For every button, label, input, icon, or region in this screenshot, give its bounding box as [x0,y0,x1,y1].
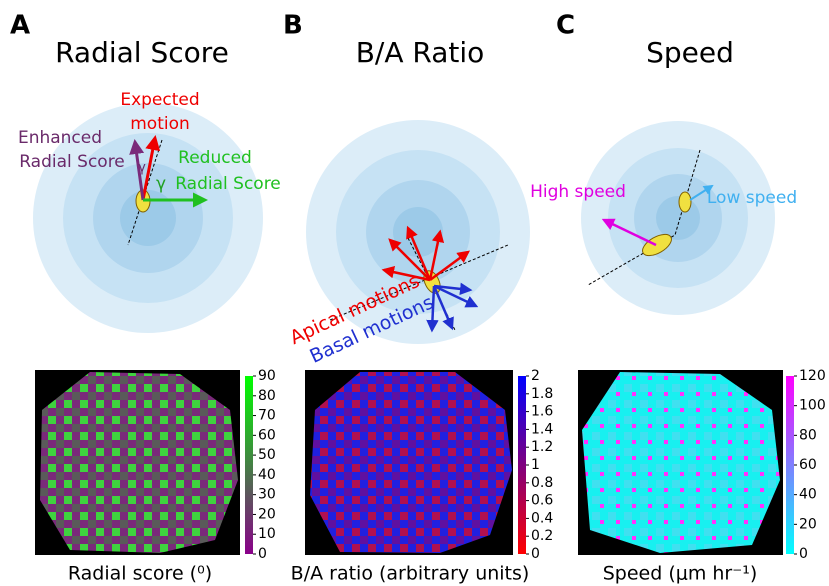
colorbar-tick-label: 1.8 [531,386,553,402]
colorbar-tick-label: 80 [799,427,817,443]
panel-label: B [283,11,303,41]
panel-title: B/A Ratio [356,36,485,69]
colorbar-tick-label: 1.4 [531,421,553,437]
colorbar-tick-label: 0.8 [531,475,553,491]
annotation: Radial Score [19,152,125,172]
annotation: γ [156,174,166,194]
annotation: Low speed [707,188,797,208]
colorbar-tick-label: 0.6 [531,493,553,509]
colorbar [786,376,794,554]
colorbar-tick-label: 120 [799,368,826,384]
annotation: Expected [120,90,199,110]
figure: A Radial Score Expected motion Enhanced … [0,0,829,586]
colorbar-tick-label: 30 [258,487,276,503]
annotation: Radial Score [175,174,281,194]
colorbar-tick-label: 100 [799,398,826,414]
colorbar [245,376,253,554]
axis-label: B/A ratio (arbitrary units) [291,563,530,585]
colorbar-tick-label: 0 [799,546,808,562]
heatmap [305,370,513,555]
colorbar-tick-label: 40 [258,467,276,483]
colorbar-tick-label: 60 [258,427,276,443]
axis-label: Radial score (⁰) [68,563,212,585]
heatmap [578,370,783,555]
colorbar-tick-label: 1.2 [531,439,553,455]
annotation: Reduced [178,148,252,168]
colorbar-tick-label: 40 [799,487,817,503]
colorbar-tick-label: 0 [258,546,267,562]
colorbar-tick-label: 20 [258,506,276,522]
colorbar-tick-label: 1 [531,457,540,473]
colorbar-tick-label: 70 [258,408,276,424]
colorbar-tick-label: 90 [258,368,276,384]
annotation: γ [138,161,146,176]
heatmap [35,370,240,555]
diagram [581,121,775,315]
colorbar-tick-label: 1.6 [531,404,553,420]
axis-label: Speed (μm hr⁻¹) [603,563,758,585]
colorbar-tick-label: 50 [258,447,276,463]
colorbar-tick-label: 20 [799,516,817,532]
colorbar-tick-label: 80 [258,388,276,404]
panel-label: A [10,11,30,41]
colorbar [518,376,526,554]
annotation: High speed [530,182,626,202]
colorbar-tick-label: 0 [531,546,540,562]
panel-label: C [556,11,575,41]
panel-title: Radial Score [55,36,229,69]
colorbar-tick-label: 0.2 [531,528,553,544]
colorbar-tick-label: 0.4 [531,510,553,526]
colorbar-tick-label: 10 [258,526,276,542]
panel-title: Speed [646,36,734,69]
annotation: motion [130,114,190,134]
colorbar-tick-label: 60 [799,457,817,473]
annotation: Enhanced [18,128,102,148]
colorbar-tick-label: 2 [531,368,540,384]
